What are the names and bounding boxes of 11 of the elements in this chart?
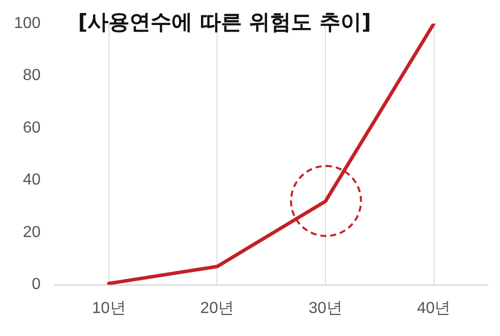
- chart-title: [사용연수에 따른 위험도 추이]: [78, 9, 372, 36]
- x-tick-label: 30년: [308, 300, 342, 317]
- y-tick-label: 0: [32, 276, 41, 294]
- y-tick-label: 60: [22, 119, 41, 136]
- y-tick-label: 80: [22, 67, 41, 84]
- x-tick-label: 20년: [200, 300, 234, 317]
- y-tick-label: 40: [22, 172, 41, 189]
- x-tick-label: 10년: [92, 300, 126, 317]
- y-tick-label: 100: [14, 15, 41, 32]
- x-tick-label: 40년: [416, 300, 451, 317]
- y-tick-label: 20: [22, 224, 41, 241]
